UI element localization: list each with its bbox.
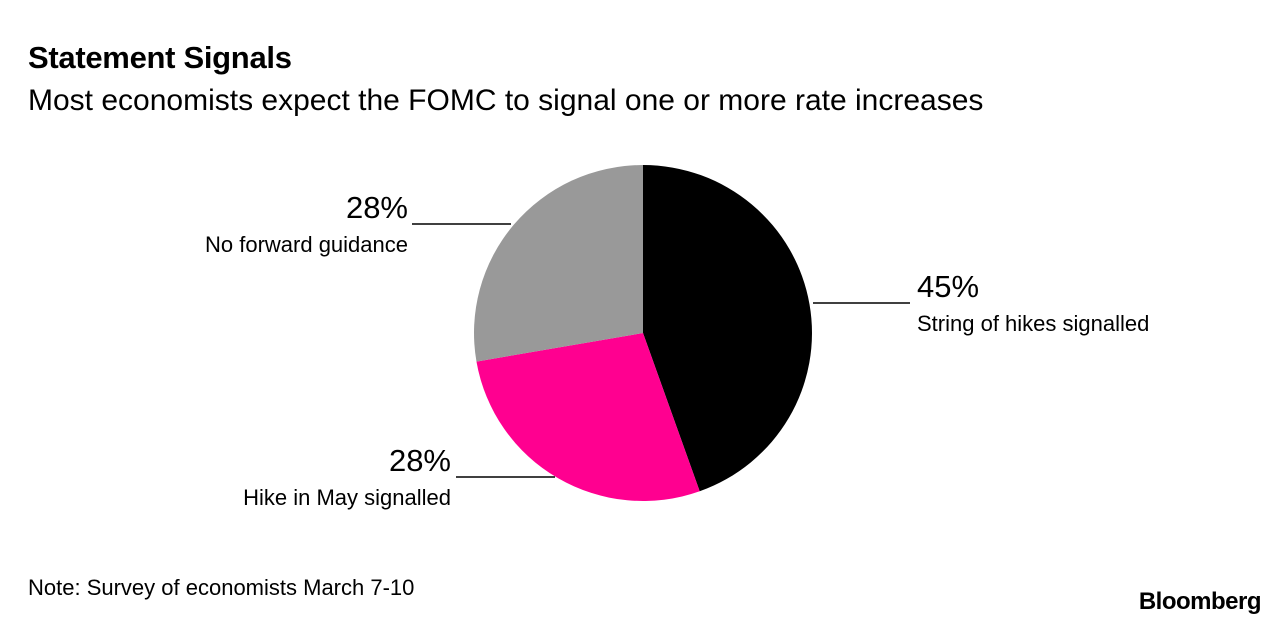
- data-label-hike-in-may-pct: 28%: [389, 443, 451, 478]
- pie-slice-hike-in-may-signalled: [476, 333, 700, 501]
- data-label-string-of-hikes: String of hikes signalled: [917, 311, 1149, 336]
- data-label-hike-in-may: Hike in May signalled: [243, 485, 451, 510]
- chart-subtitle: Most economists expect the FOMC to signa…: [28, 84, 984, 117]
- pie-slice-string-of-hikes-signalled: [643, 165, 812, 492]
- footnote: Note: Survey of economists March 7-10: [28, 575, 415, 600]
- bloomberg-logo: Bloomberg: [1138, 588, 1262, 615]
- data-label-no-forward-guidance: No forward guidance: [205, 232, 408, 257]
- pie-slice-no-forward-guidance: [474, 165, 643, 362]
- chart-title: Statement Signals: [28, 40, 292, 75]
- data-label-no-forward-guidance-pct: 28%: [346, 190, 408, 225]
- pie-slices: [474, 165, 812, 501]
- data-label-string-of-hikes-pct: 45%: [917, 269, 979, 304]
